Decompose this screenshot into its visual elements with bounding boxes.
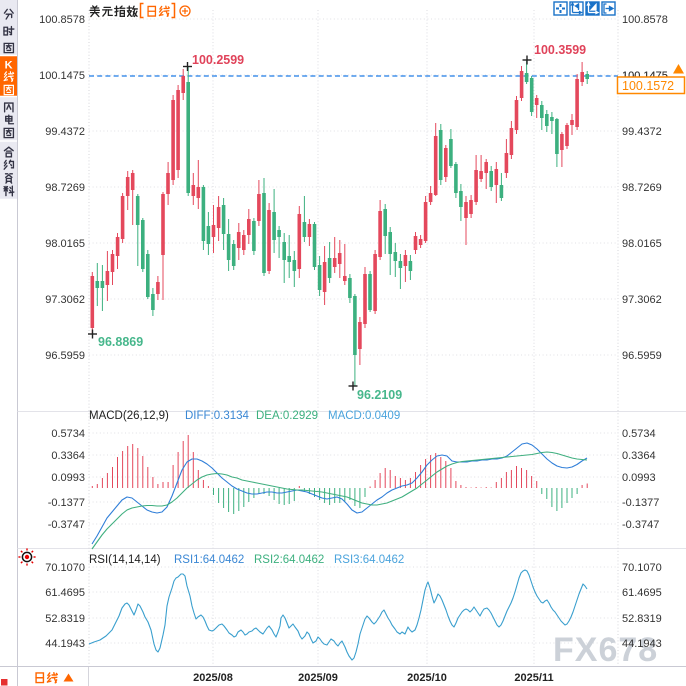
- svg-text:0.5734: 0.5734: [622, 428, 656, 440]
- svg-text:97.3062: 97.3062: [622, 294, 662, 306]
- svg-text:61.4695: 61.4695: [622, 587, 662, 599]
- svg-text:52.8319: 52.8319: [622, 613, 662, 625]
- svg-text:-0.1377: -0.1377: [622, 497, 659, 509]
- svg-text:0.3364: 0.3364: [51, 450, 85, 462]
- svg-text:100.8578: 100.8578: [39, 14, 85, 26]
- svg-text:RSI2:64.0462: RSI2:64.0462: [254, 554, 324, 566]
- svg-text:100.1572: 100.1572: [622, 79, 674, 93]
- svg-text:100.2599: 100.2599: [192, 53, 244, 67]
- svg-text:2025/11: 2025/11: [514, 672, 553, 684]
- svg-text:100.1475: 100.1475: [39, 70, 85, 82]
- svg-text:44.1943: 44.1943: [45, 638, 85, 650]
- svg-text:RSI3:64.0462: RSI3:64.0462: [334, 554, 404, 566]
- svg-text:2025/10: 2025/10: [407, 672, 447, 684]
- svg-text:44.1943: 44.1943: [622, 638, 662, 650]
- svg-text:52.8319: 52.8319: [45, 613, 85, 625]
- svg-text:K: K: [5, 60, 13, 72]
- svg-text:97.3062: 97.3062: [45, 294, 85, 306]
- svg-text:RSI1:64.0462: RSI1:64.0462: [174, 554, 244, 566]
- svg-text:-0.3747: -0.3747: [48, 519, 85, 531]
- svg-text:FX678: FX678: [553, 631, 658, 669]
- svg-text:99.4372: 99.4372: [622, 126, 662, 138]
- svg-text:100.8578: 100.8578: [622, 14, 668, 26]
- svg-text:DEA:0.2929: DEA:0.2929: [256, 410, 318, 422]
- svg-text:2025/08: 2025/08: [193, 672, 233, 684]
- svg-text:96.8869: 96.8869: [98, 335, 143, 349]
- svg-text:0.5734: 0.5734: [51, 428, 85, 440]
- svg-text:70.1070: 70.1070: [622, 562, 662, 574]
- svg-text:100.3599: 100.3599: [534, 43, 586, 57]
- svg-text:0.0993: 0.0993: [622, 472, 656, 484]
- svg-text:0.0993: 0.0993: [51, 472, 85, 484]
- svg-text:-0.1377: -0.1377: [48, 497, 85, 509]
- svg-text:-0.3747: -0.3747: [622, 519, 659, 531]
- svg-text:96.5959: 96.5959: [45, 350, 85, 362]
- svg-text:96.5959: 96.5959: [622, 350, 662, 362]
- svg-text:98.7269: 98.7269: [622, 182, 662, 194]
- svg-text:98.7269: 98.7269: [45, 182, 85, 194]
- svg-text:70.1070: 70.1070: [45, 562, 85, 574]
- svg-text:0.3364: 0.3364: [622, 450, 656, 462]
- svg-text:DIFF:0.3134: DIFF:0.3134: [185, 410, 250, 422]
- svg-text:98.0165: 98.0165: [45, 238, 85, 250]
- svg-text:99.4372: 99.4372: [45, 126, 85, 138]
- svg-text:61.4695: 61.4695: [45, 587, 85, 599]
- svg-text:2025/09: 2025/09: [298, 672, 338, 684]
- svg-text:98.0165: 98.0165: [622, 238, 662, 250]
- svg-text:RSI(14,14,14): RSI(14,14,14): [89, 554, 161, 566]
- svg-text:96.2109: 96.2109: [357, 388, 402, 402]
- svg-text:MACD:0.0409: MACD:0.0409: [328, 410, 400, 422]
- svg-text:MACD(26,12,9): MACD(26,12,9): [89, 410, 169, 422]
